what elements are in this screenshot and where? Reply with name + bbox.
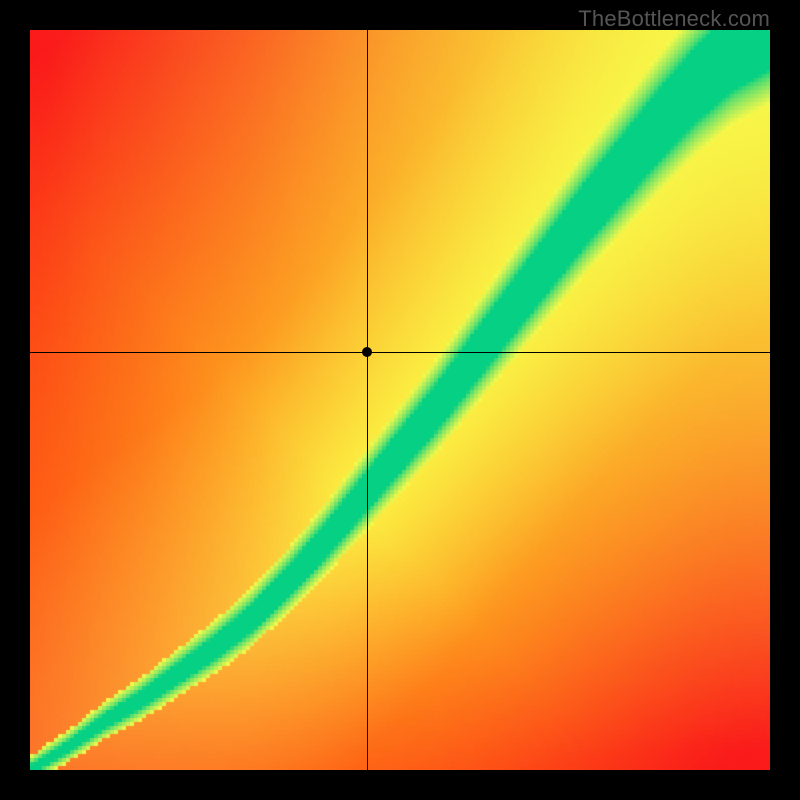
- watermark-text: TheBottleneck.com: [578, 6, 770, 32]
- heatmap-plot: [30, 30, 770, 770]
- crosshair-vertical: [367, 30, 368, 770]
- selection-marker-dot: [362, 347, 372, 357]
- crosshair-horizontal: [30, 352, 770, 353]
- heatmap-canvas: [30, 30, 770, 770]
